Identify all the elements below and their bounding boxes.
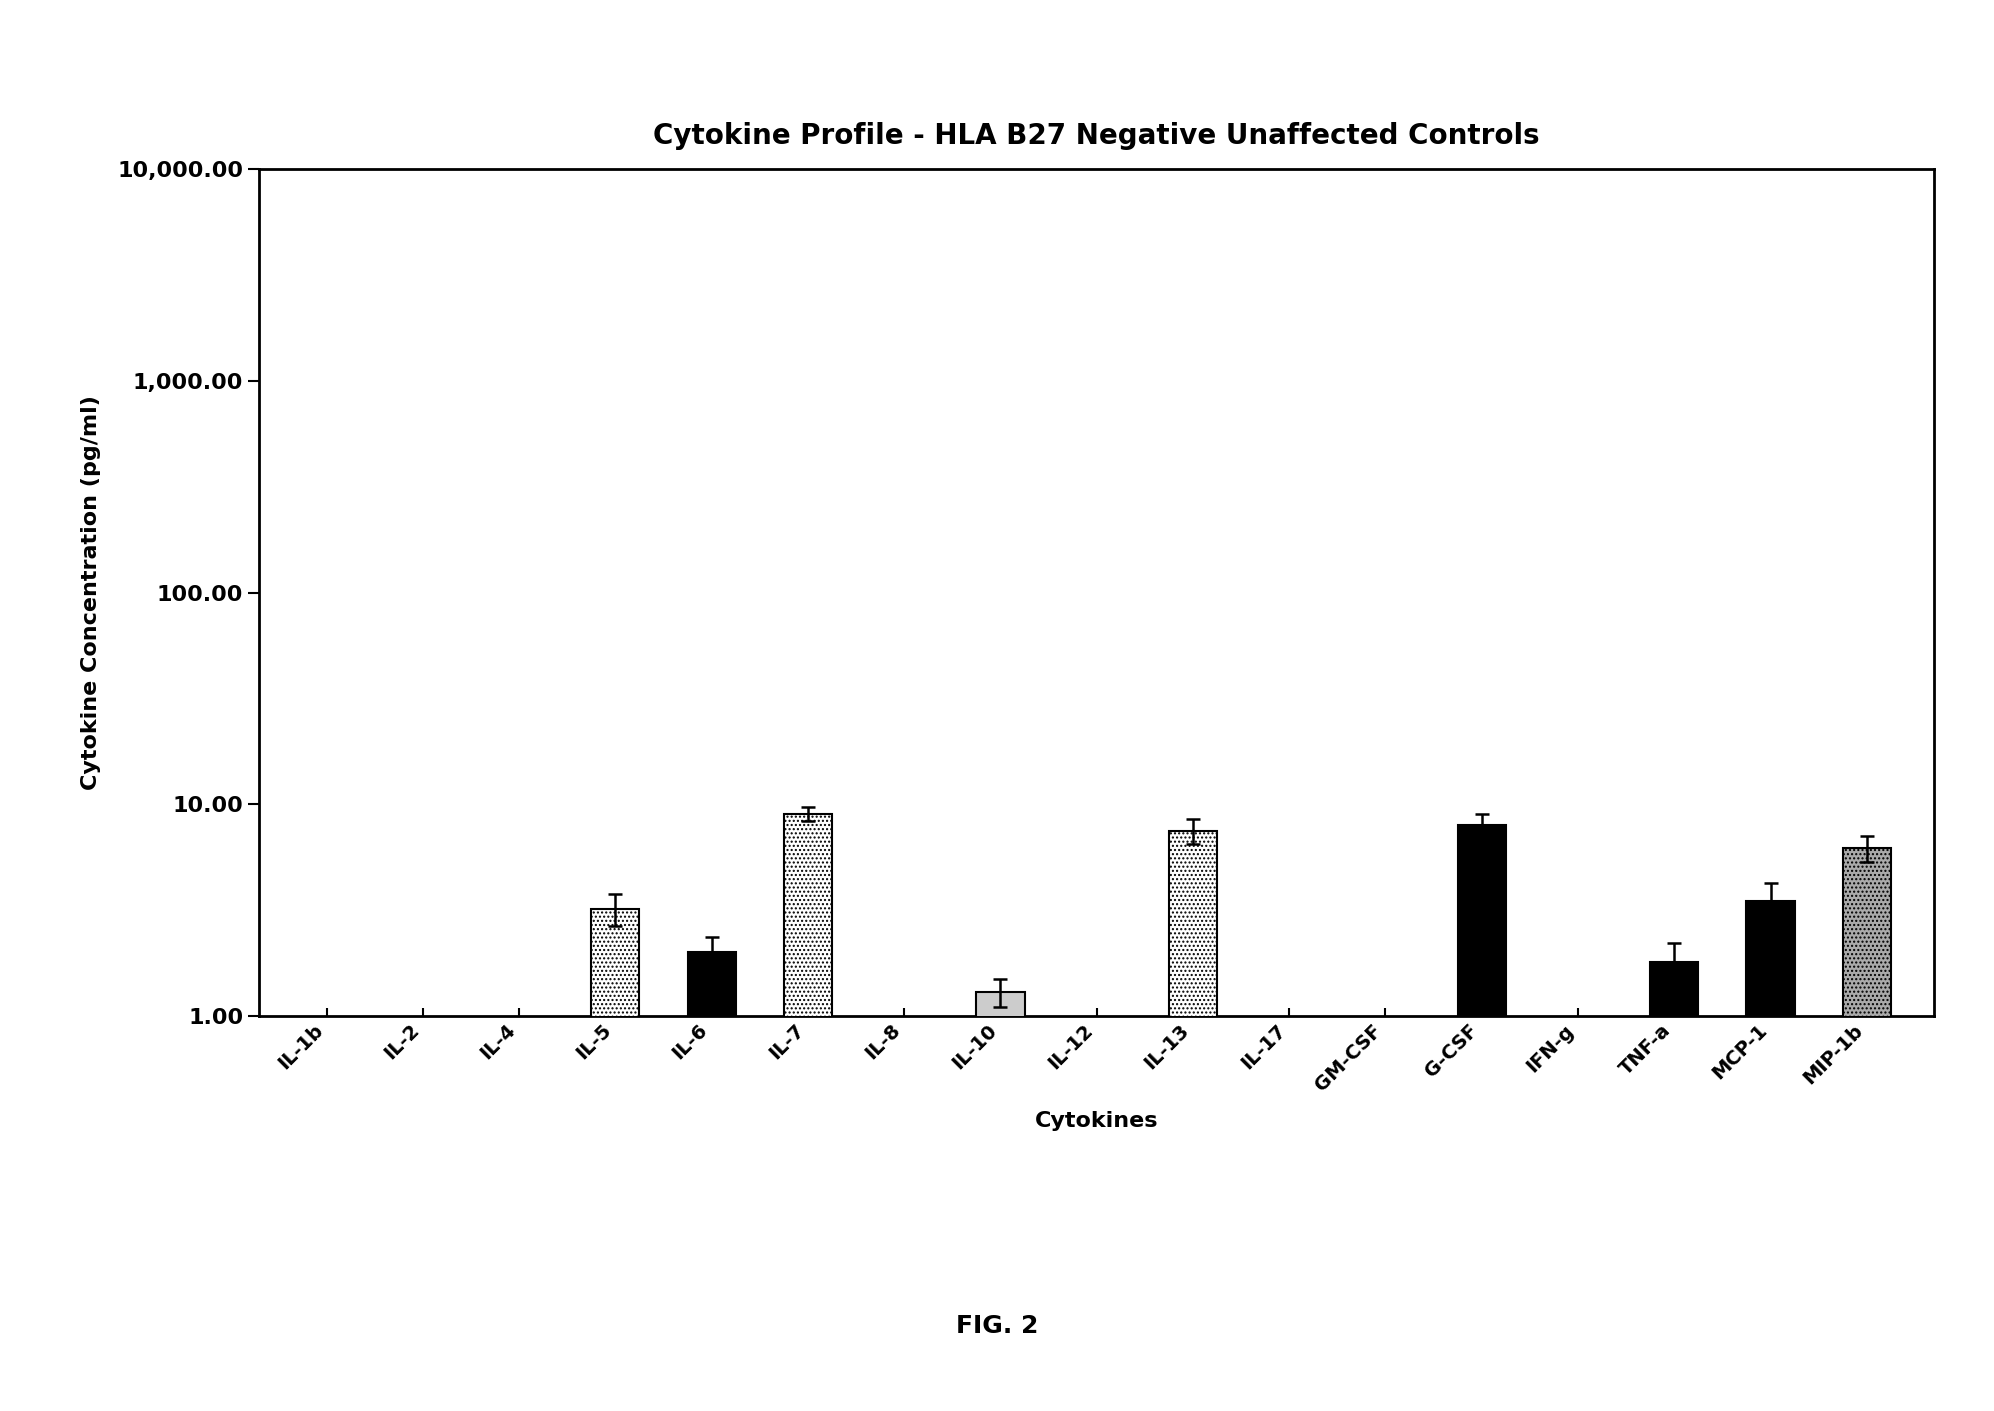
Bar [1651,962,1699,1411]
Y-axis label: Cytokine Concentration (pg/ml): Cytokine Concentration (pg/ml) [80,395,100,790]
Bar [1168,831,1216,1411]
Bar [688,952,736,1411]
Bar [1747,900,1795,1411]
Text: FIG. 2: FIG. 2 [955,1314,1039,1339]
X-axis label: Cytokines: Cytokines [1035,1112,1159,1132]
Bar [784,814,831,1411]
Bar [1458,825,1505,1411]
Bar [592,909,640,1411]
Title: Cytokine Profile - HLA B27 Negative Unaffected Controls: Cytokine Profile - HLA B27 Negative Unaf… [654,123,1539,151]
Bar [1842,848,1890,1411]
Bar [977,992,1025,1411]
